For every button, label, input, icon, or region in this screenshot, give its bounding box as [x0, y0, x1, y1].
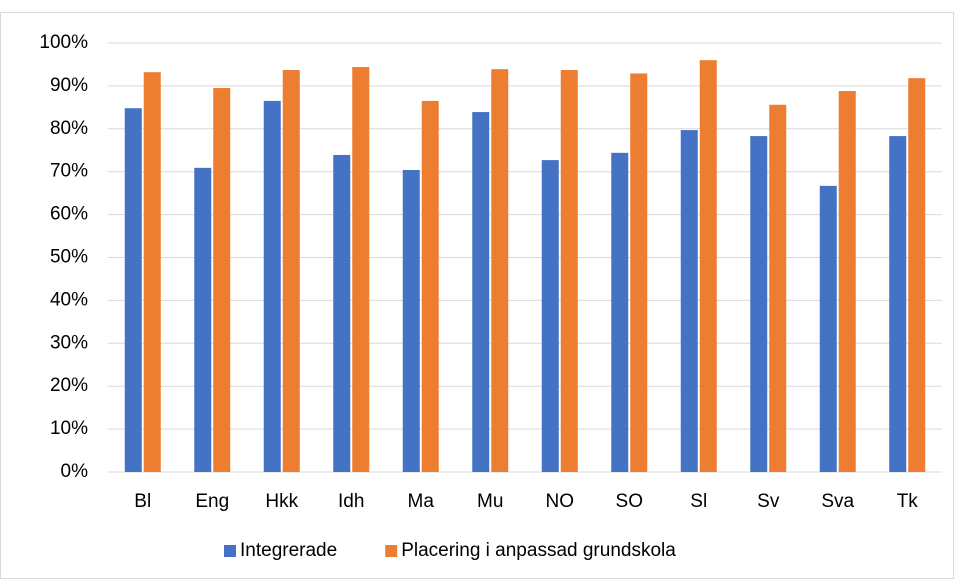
bar [472, 112, 490, 472]
bar [194, 167, 212, 473]
y-tick-label: 100% [39, 32, 88, 53]
x-tick-label: Eng [195, 491, 229, 512]
bar [611, 152, 629, 472]
bar [124, 108, 142, 472]
bar [769, 104, 787, 472]
bar [838, 91, 856, 472]
bar [908, 78, 926, 472]
y-tick-label: 40% [50, 289, 88, 310]
x-tick-label: Sl [690, 491, 707, 512]
bar [630, 73, 648, 473]
y-tick-label: 60% [50, 204, 88, 225]
bar [421, 100, 439, 472]
bar [491, 69, 509, 472]
y-tick-label: 20% [50, 375, 88, 396]
bar [750, 136, 768, 472]
x-tick-label: Sva [821, 491, 854, 512]
y-tick-label: 50% [50, 247, 88, 268]
bar [143, 72, 161, 472]
chart-frame [0, 12, 954, 579]
legend-label: Placering i anpassad grundskola [401, 540, 676, 561]
legend-swatch [224, 545, 236, 557]
y-tick-label: 10% [50, 418, 88, 439]
legend-swatch [385, 545, 398, 557]
legend-label: Integrerade [240, 540, 337, 561]
x-tick-label: Bl [134, 491, 151, 512]
bar [263, 100, 281, 472]
x-tick-label: Tk [897, 491, 919, 512]
y-tick-label: 0% [61, 461, 89, 482]
bar [889, 136, 907, 472]
bar [560, 70, 578, 472]
x-tick-label: Mu [477, 491, 503, 512]
x-tick-label: Ma [408, 491, 435, 512]
x-tick-label: Idh [338, 491, 364, 512]
bar [282, 70, 300, 472]
bar [213, 88, 231, 473]
bar [699, 60, 717, 472]
bar [333, 154, 351, 472]
bar [352, 67, 370, 473]
x-tick-label: Sv [757, 491, 780, 512]
bar [541, 160, 559, 472]
y-tick-label: 30% [50, 332, 88, 353]
bar [402, 169, 420, 472]
x-tick-label: Hkk [265, 491, 298, 512]
y-tick-label: 90% [50, 75, 88, 96]
bar [819, 185, 837, 472]
y-tick-label: 80% [50, 118, 88, 139]
x-tick-label: NO [546, 491, 575, 512]
y-tick-label: 70% [50, 161, 88, 182]
bar [680, 130, 698, 472]
x-tick-label: SO [616, 491, 643, 512]
